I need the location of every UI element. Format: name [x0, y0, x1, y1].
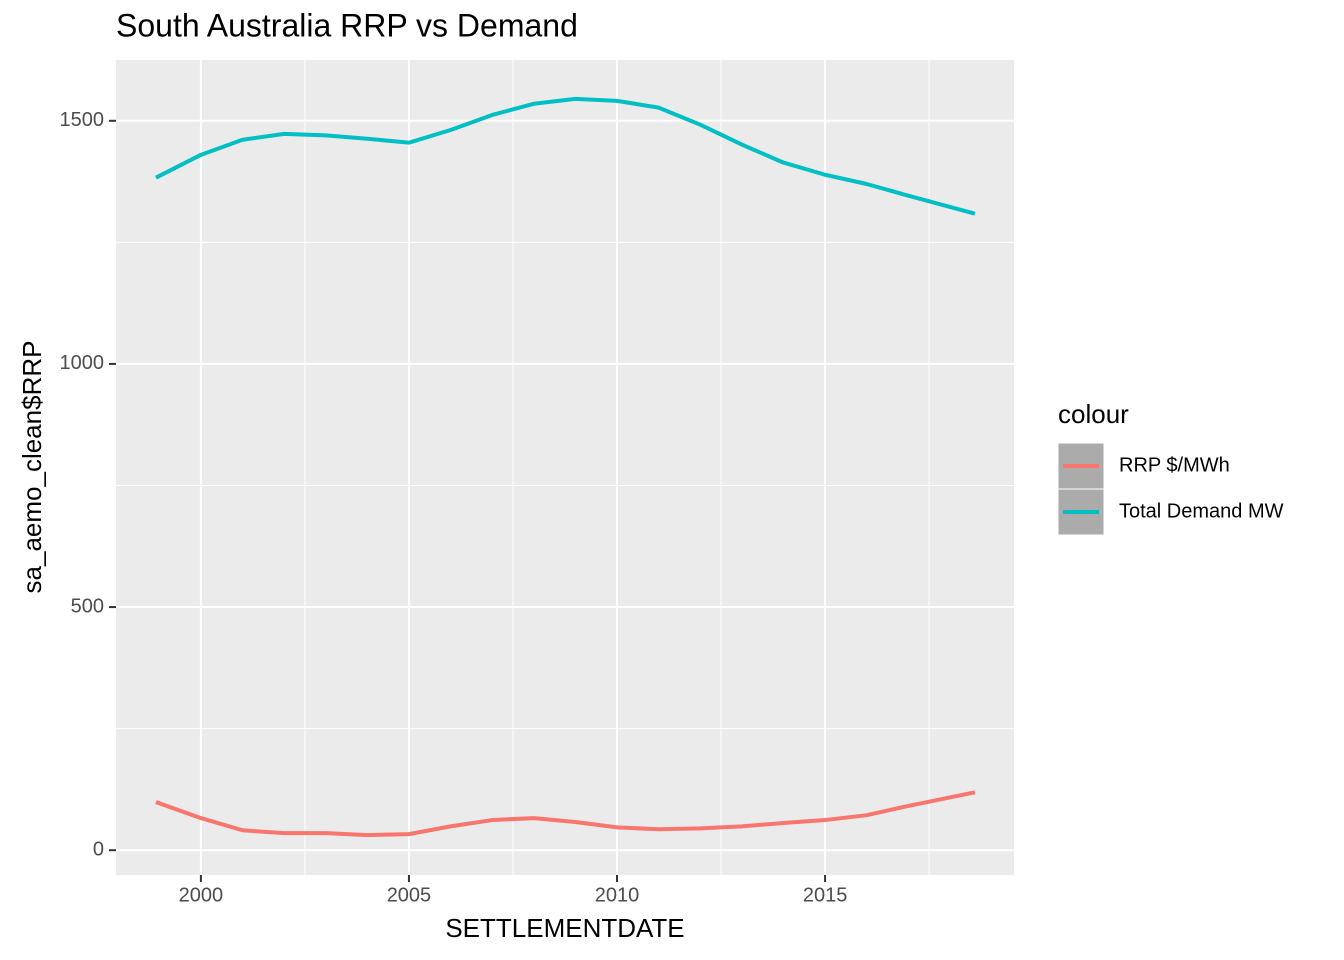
plot-panel — [116, 60, 1014, 875]
x-tick-label: 2010 — [595, 884, 640, 906]
y-tick-label: 0 — [93, 838, 104, 860]
legend-label: RRP $/MWh — [1119, 454, 1230, 476]
legend-title: colour — [1058, 399, 1129, 429]
line-series — [155, 96, 976, 216]
x-tick-label: 2005 — [387, 884, 432, 906]
line-series — [155, 790, 976, 838]
x-axis-label: SETTLEMENTDATE — [445, 913, 684, 943]
y-axis-label: sa_aemo_clean$RRP — [17, 341, 47, 594]
x-tick-label: 2015 — [803, 884, 848, 906]
y-tick-label: 1500 — [60, 109, 105, 131]
legend-label: Total Demand MW — [1119, 500, 1284, 522]
y-tick-label: 500 — [71, 595, 104, 617]
x-tick-label: 2000 — [179, 884, 224, 906]
chart-title: South Australia RRP vs Demand — [116, 7, 578, 43]
y-tick-label: 1000 — [60, 352, 105, 374]
